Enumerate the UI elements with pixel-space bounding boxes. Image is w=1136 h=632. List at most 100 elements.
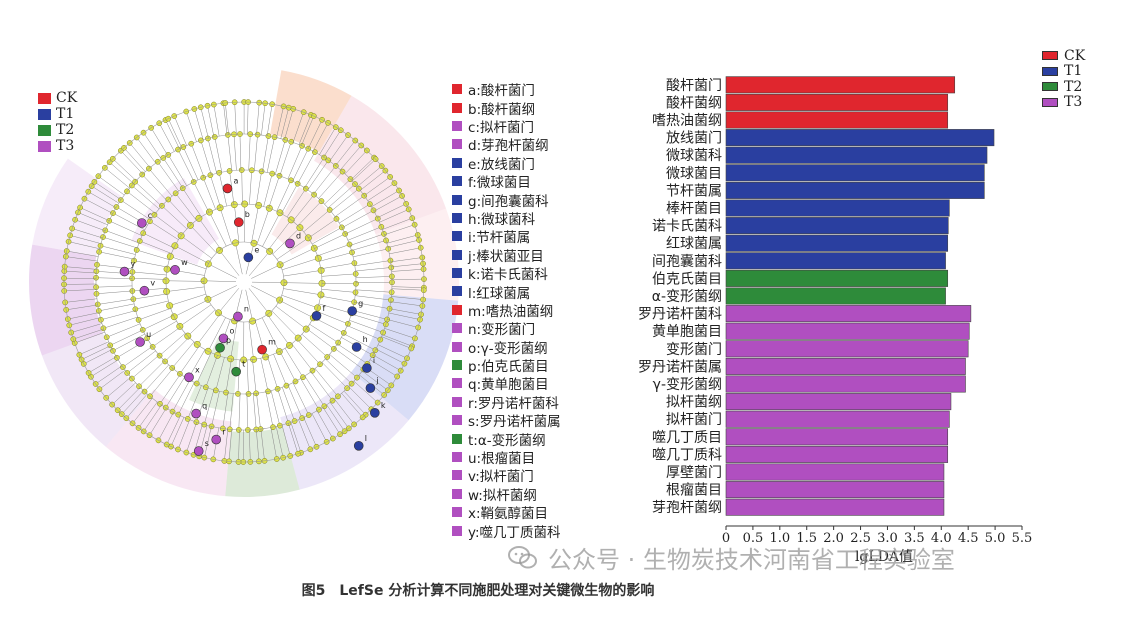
tree-branch bbox=[72, 228, 103, 239]
tree-branch bbox=[384, 224, 415, 236]
tree-branch bbox=[369, 359, 398, 377]
tree-branch bbox=[386, 234, 418, 244]
wechat-icon bbox=[508, 545, 537, 568]
tree-branch bbox=[321, 288, 356, 293]
clade-highlight bbox=[270, 70, 352, 153]
tree-branch bbox=[267, 314, 290, 346]
taxa-label: o:γ-变形菌纲 bbox=[468, 340, 548, 357]
tree-ring bbox=[165, 203, 323, 361]
bar-category-label: γ-变形菌纲 bbox=[653, 377, 722, 393]
biomarker-letter: f bbox=[323, 304, 326, 313]
tree-branch bbox=[245, 289, 253, 322]
tree-branch bbox=[154, 214, 182, 236]
bar-legend-item-ck: CK bbox=[1042, 48, 1085, 64]
tree-branch bbox=[166, 415, 181, 445]
tree-branch bbox=[362, 370, 388, 391]
lda-bar bbox=[725, 481, 945, 499]
tree-branch bbox=[64, 289, 97, 292]
tree-branch bbox=[166, 280, 205, 282]
tree-branch bbox=[298, 419, 311, 450]
tree-branch bbox=[149, 407, 167, 436]
lda-bar bbox=[725, 322, 970, 340]
tree-branch bbox=[215, 357, 225, 391]
tree-branch bbox=[187, 385, 202, 419]
tree-branch bbox=[228, 429, 232, 462]
tree-branch bbox=[193, 181, 210, 213]
tree-branch bbox=[152, 326, 181, 348]
tree-branch bbox=[174, 245, 209, 264]
tree-branch bbox=[177, 149, 195, 182]
figure-caption: 图5 LefSe 分析计算不同施肥处理对关键微生物的影响 bbox=[301, 583, 655, 599]
taxa-swatch bbox=[452, 102, 462, 113]
taxa-label: c:拟杆菌门 bbox=[468, 119, 534, 136]
tree-branch bbox=[238, 429, 240, 462]
tree-branch bbox=[312, 122, 329, 152]
biomarker-node bbox=[119, 266, 130, 277]
lda-bar bbox=[725, 445, 949, 463]
tree-branch bbox=[172, 379, 191, 412]
x-tick-label: 5.5 bbox=[1012, 531, 1033, 546]
bar-category-label: 酸杆菌纲 bbox=[666, 95, 722, 111]
taxa-legend-item: h:微球菌科 bbox=[452, 209, 561, 228]
biomarker-node bbox=[243, 252, 254, 263]
tree-branch bbox=[183, 146, 199, 180]
clade-highlight bbox=[131, 178, 219, 265]
bar-category-label: 厚壁菌门 bbox=[666, 465, 722, 481]
tree-branch bbox=[100, 245, 136, 255]
tree-branch bbox=[371, 190, 400, 208]
biomarker-letter: r bbox=[222, 428, 226, 437]
tree-branch bbox=[157, 161, 179, 192]
tree-branch bbox=[316, 310, 348, 325]
biomarker-node bbox=[347, 306, 357, 316]
bar-category-label: 芽孢杆菌纲 bbox=[652, 500, 722, 516]
tree-branch bbox=[343, 390, 366, 415]
tree-branch bbox=[174, 299, 209, 317]
tree-branch bbox=[136, 137, 156, 164]
tree-branch bbox=[237, 359, 241, 394]
bar-legend-item-t2: T2 bbox=[1042, 79, 1085, 95]
tree-branch bbox=[66, 250, 99, 257]
tree-branch bbox=[96, 285, 133, 288]
tree-branch bbox=[64, 266, 97, 270]
tree-branch bbox=[164, 337, 190, 362]
tree-branch bbox=[327, 183, 356, 209]
tree-branch bbox=[321, 362, 348, 389]
cladogram-legend-item-t2: T2 bbox=[38, 122, 77, 138]
tree-branch bbox=[323, 130, 341, 158]
biomarker-letter: m bbox=[268, 338, 276, 347]
taxa-legend-item: u:根瘤菌目 bbox=[452, 448, 561, 467]
tree-branch bbox=[281, 424, 291, 457]
tree-branch bbox=[98, 175, 125, 196]
tree-branch bbox=[222, 392, 229, 429]
taxa-label: w:拟杆菌纲 bbox=[468, 487, 537, 504]
tree-branch bbox=[170, 256, 207, 270]
taxa-label: x:鞘氨醇菌目 bbox=[468, 506, 549, 523]
taxa-swatch bbox=[452, 507, 462, 518]
taxa-legend-item: t:α-变形菌纲 bbox=[452, 429, 561, 449]
biomarker-node bbox=[370, 408, 380, 418]
taxa-swatch bbox=[452, 415, 462, 426]
tree-branch bbox=[301, 116, 315, 146]
tree-branch bbox=[249, 170, 252, 205]
tree-branch bbox=[202, 177, 216, 210]
bar-category-label: 变形菌门 bbox=[666, 342, 722, 358]
bar-category-label: 诺卡氏菌科 bbox=[652, 219, 722, 235]
lda-bar bbox=[725, 111, 949, 129]
biomarker-letter: w bbox=[181, 258, 188, 267]
cladogram-legend-item-t1: T1 bbox=[38, 106, 77, 122]
taxa-label: r:罗丹诺杆菌科 bbox=[468, 395, 559, 412]
tree-branch bbox=[266, 104, 273, 136]
taxa-swatch bbox=[452, 212, 462, 223]
tree-branch bbox=[279, 141, 292, 176]
tree-branch bbox=[287, 384, 303, 419]
tree-branch bbox=[163, 157, 184, 189]
lda-bar bbox=[725, 287, 946, 305]
biomarker-node bbox=[231, 366, 241, 377]
tree-branch bbox=[148, 168, 173, 197]
x-tick-label: 3.5 bbox=[904, 531, 925, 546]
bar-category-label: 罗丹诺杆菌属 bbox=[638, 359, 722, 375]
tree-branch bbox=[271, 310, 299, 339]
bar-category-label: 节杆菌属 bbox=[666, 183, 722, 199]
tree-branch bbox=[357, 165, 382, 187]
tree-branch bbox=[275, 139, 286, 175]
